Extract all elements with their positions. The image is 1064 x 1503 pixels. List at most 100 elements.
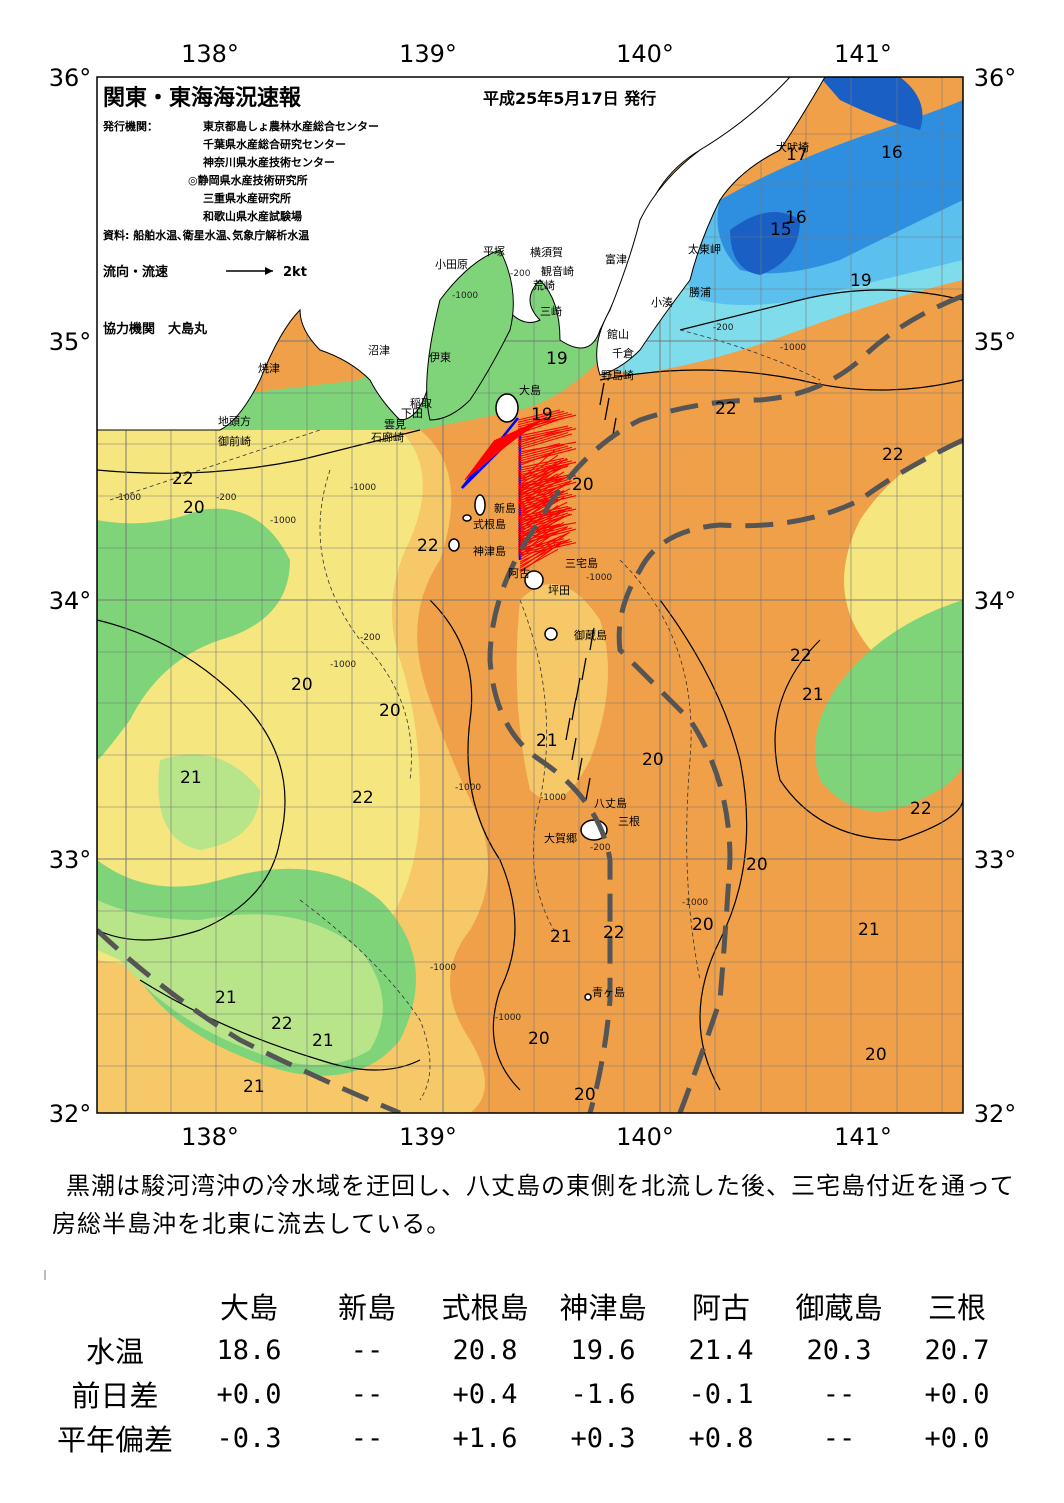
lat-tick-right: 35° [974, 328, 1017, 356]
lat-tick-left: 36° [49, 64, 92, 92]
depth-label: -200 [590, 843, 611, 853]
isotherm-label: 20 [574, 1085, 596, 1105]
current-vector [517, 444, 565, 458]
current-vector [468, 438, 500, 478]
lon-tick-top: 140° [616, 40, 674, 68]
depth-label: -1000 [586, 573, 612, 583]
place-label: 観音崎 [541, 264, 574, 278]
place-label: 下田 [401, 407, 423, 420]
table-row-header: 平年偏差 [56, 1423, 173, 1457]
current-vector [519, 476, 568, 502]
publisher: 三重県水産研究所 [203, 191, 291, 205]
place-label: 荒崎 [533, 278, 555, 292]
isotherm-label: 22 [271, 1014, 293, 1034]
current-vector [519, 521, 565, 550]
table-cell: -0.1 [688, 1378, 754, 1410]
place-label: 雲見 [384, 418, 406, 431]
place-label: 三宅島 [565, 556, 598, 570]
zone-coldest [730, 77, 923, 275]
current-vector [519, 533, 568, 565]
table-column-header: 新島 [337, 1291, 396, 1325]
current-vector [519, 501, 568, 527]
current-legend-label: 流向・流速 [103, 264, 168, 280]
table-column-header: 御蔵島 [795, 1291, 883, 1325]
current-vector [516, 416, 548, 437]
lon-tick-bottom: 139° [399, 1123, 457, 1151]
summary-text: 黒潮は駿河湾沖の冷水域を迂回し、八丈島の東側を北流した後、三宅島付近を通って房総… [52, 1172, 1015, 1238]
place-label: 沼津 [368, 343, 390, 357]
place-label: 三根 [618, 814, 640, 828]
current-vector [519, 474, 556, 506]
place-label: 犬吠埼 [776, 140, 809, 154]
zone-pale-green-sw [97, 900, 383, 1065]
place-label: 横須賀 [530, 245, 563, 259]
place-label: 三崎 [540, 304, 562, 318]
current-vector [571, 737, 577, 761]
depth-label: -200 [360, 633, 381, 643]
table-cell: -- [350, 1422, 384, 1454]
place-label: 富津 [605, 252, 627, 266]
lat-axis-left: 36° 35° 34° 33° 32° [49, 64, 92, 1128]
isotherm-label: 20 [379, 701, 401, 721]
place-label: 太東岬 [688, 243, 721, 256]
table-cell: 20.7 [924, 1334, 990, 1366]
zone-green-west [97, 508, 290, 760]
table-cell: 19.6 [570, 1334, 636, 1366]
isotherm-lines [97, 289, 963, 1091]
isotherm-label: 22 [417, 536, 439, 556]
isotherm-label: 20 [291, 675, 313, 695]
aogashima-island [584, 993, 592, 1001]
current-vector [604, 397, 610, 421]
cooperator: 協力機関 大島丸 [103, 321, 208, 337]
table-cell: 20.3 [806, 1334, 872, 1366]
depth-label: -1000 [452, 291, 478, 301]
isotherm-label: 19 [850, 271, 872, 291]
place-label: 石廊崎 [371, 430, 404, 444]
place-label: 小湊 [651, 295, 673, 309]
place-label: 小田原 [435, 258, 468, 271]
current-vector [519, 548, 559, 571]
shikinejima-island [462, 514, 472, 522]
current-vector [517, 410, 565, 423]
place-label: 伊東 [429, 351, 451, 364]
lon-tick-bottom: 138° [181, 1123, 239, 1151]
place-label: 焼津 [258, 362, 280, 375]
current-vector [519, 538, 571, 567]
lon-tick-top: 141° [834, 40, 892, 68]
current-vector [517, 539, 569, 552]
current-vector [464, 439, 496, 481]
place-label: 八丈島 [594, 796, 627, 810]
isotherm-label: 22 [910, 799, 932, 819]
current-vector [519, 463, 571, 491]
current-vector [599, 382, 605, 406]
isotherm-label: 20 [642, 750, 664, 770]
depth-label: -1000 [495, 1013, 521, 1023]
lon-tick-bottom: 140° [616, 1123, 674, 1151]
island-temperature-table: 大島 新島 式根島 神津島 阿古 御蔵島 三根 水温 18.6 -- 20.8 … [40, 1284, 1016, 1460]
table-column-header: 三根 [927, 1291, 986, 1325]
place-label: 青ヶ島 [592, 985, 625, 999]
table-column-header: 式根島 [441, 1291, 529, 1325]
table-cell: -1.6 [570, 1378, 636, 1410]
current-vector [519, 464, 565, 487]
publisher: 千葉県水産総合研究センター [203, 137, 346, 151]
current-legend-scale: 2kt [283, 265, 307, 280]
table-cell: -- [350, 1378, 384, 1410]
table-row: 水温 18.6 -- 20.8 19.6 21.4 20.3 20.7 [40, 1328, 1016, 1372]
current-vector [519, 525, 556, 557]
lon-tick-top: 138° [181, 40, 239, 68]
depth-label: -1000 [780, 343, 806, 353]
current-vector [517, 446, 573, 462]
zone-yellow-mid [516, 584, 608, 800]
current-vectors-other [565, 382, 617, 801]
current-vector [517, 457, 565, 469]
lon-tick-top: 139° [399, 40, 457, 68]
current-vector [519, 457, 568, 489]
current-vector [575, 677, 581, 701]
depth-label: -200 [713, 323, 734, 333]
place-label: 式根島 [473, 517, 506, 531]
current-vector [585, 777, 591, 801]
current-vector [517, 425, 569, 437]
table-row: 前日差 +0.0 -- +0.4 -1.6 -0.1 -- +0.0 [40, 1372, 1016, 1416]
current-vector [589, 627, 595, 651]
